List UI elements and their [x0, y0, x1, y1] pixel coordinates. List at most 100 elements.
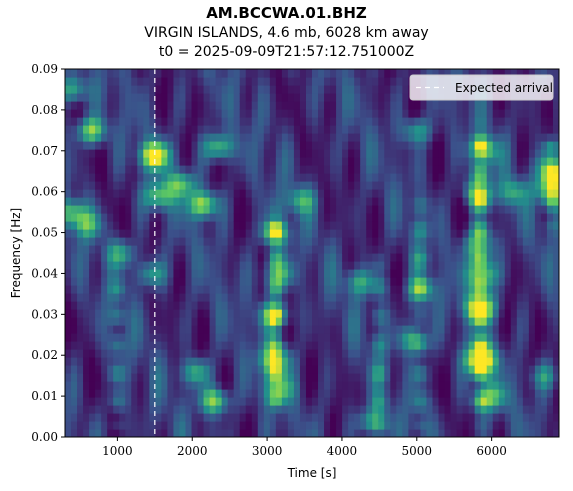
- heatmap-cell: [522, 349, 530, 358]
- heatmap-cell: [239, 77, 247, 86]
- heatmap-cell: [540, 349, 548, 358]
- heatmap-cell: [95, 221, 102, 230]
- heatmap-cell: [143, 173, 150, 182]
- heatmap-cell: [396, 333, 403, 342]
- heatmap-cell: [324, 381, 331, 390]
- heatmap-cell: [191, 221, 199, 230]
- heatmap-cell: [366, 381, 373, 390]
- heatmap-cell: [179, 245, 187, 254]
- heatmap-cell: [173, 293, 181, 302]
- heatmap-cell: [360, 349, 367, 358]
- heatmap-cell: [408, 165, 416, 174]
- heatmap-cell: [227, 93, 235, 102]
- heatmap-cell: [275, 165, 283, 174]
- heatmap-cell: [366, 69, 373, 78]
- heatmap-cell: [215, 237, 223, 246]
- heatmap-cell: [474, 389, 482, 398]
- heatmap-cell: [167, 125, 175, 134]
- heatmap-cell: [233, 293, 241, 302]
- heatmap-cell: [179, 109, 187, 118]
- heatmap-cell: [498, 109, 506, 118]
- heatmap-cell: [161, 229, 169, 238]
- heatmap-cell: [71, 373, 78, 382]
- heatmap-cell: [402, 269, 409, 278]
- heatmap-cell: [504, 285, 512, 294]
- heatmap-cell: [287, 133, 295, 142]
- heatmap-cell: [167, 245, 175, 254]
- heatmap-cell: [462, 245, 470, 254]
- heatmap-cell: [281, 309, 289, 318]
- heatmap-cell: [528, 141, 536, 150]
- heatmap-cell: [534, 141, 542, 150]
- heatmap-cell: [281, 221, 289, 230]
- heatmap-cell: [474, 397, 482, 406]
- heatmap-cell: [95, 429, 102, 437]
- heatmap-cell: [444, 253, 452, 262]
- heatmap-cell: [251, 341, 259, 350]
- heatmap-cell: [522, 117, 530, 126]
- heatmap-cell: [474, 69, 482, 78]
- heatmap-cell: [155, 325, 162, 334]
- heatmap-cell: [113, 285, 120, 294]
- heatmap-cell: [143, 301, 150, 310]
- heatmap-cell: [420, 373, 428, 382]
- heatmap-cell: [239, 125, 247, 134]
- heatmap-cell: [480, 181, 488, 190]
- heatmap-cell: [77, 229, 84, 238]
- heatmap-cell: [173, 389, 181, 398]
- heatmap-cell: [354, 69, 361, 78]
- heatmap-cell: [474, 333, 482, 342]
- heatmap-cell: [83, 405, 90, 414]
- heatmap-cell: [197, 405, 205, 414]
- heatmap-cell: [239, 269, 247, 278]
- heatmap-cell: [101, 397, 108, 406]
- heatmap-cell: [77, 69, 84, 78]
- heatmap-cell: [281, 109, 289, 118]
- heatmap-cell: [173, 253, 181, 262]
- heatmap-cell: [65, 229, 72, 238]
- heatmap-cell: [149, 69, 156, 78]
- heatmap-cell: [348, 189, 355, 198]
- heatmap-cell: [528, 173, 536, 182]
- heatmap-cell: [113, 397, 120, 406]
- heatmap-cell: [366, 253, 373, 262]
- heatmap-cell: [426, 349, 434, 358]
- heatmap-cell: [245, 109, 253, 118]
- heatmap-cell: [89, 237, 96, 246]
- heatmap-cell: [305, 133, 313, 142]
- heatmap-cell: [299, 117, 307, 126]
- heatmap-cell: [318, 109, 325, 118]
- heatmap-cell: [402, 285, 409, 294]
- heatmap-cell: [71, 77, 78, 86]
- heatmap-cell: [384, 141, 391, 150]
- heatmap-cell: [444, 285, 452, 294]
- heatmap-cell: [275, 269, 283, 278]
- heatmap-cell: [432, 429, 440, 437]
- heatmap-cell: [137, 173, 144, 182]
- heatmap-cell: [245, 293, 253, 302]
- heatmap-cell: [366, 133, 373, 142]
- heatmap-cell: [185, 133, 193, 142]
- heatmap-cell: [185, 309, 193, 318]
- heatmap-cell: [137, 261, 144, 270]
- heatmap-cell: [119, 181, 126, 190]
- heatmap-cell: [77, 133, 84, 142]
- heatmap-cell: [444, 173, 452, 182]
- heatmap-cell: [396, 197, 403, 206]
- heatmap-cell: [402, 261, 409, 270]
- heatmap-cell: [101, 229, 108, 238]
- heatmap-cell: [287, 157, 295, 166]
- heatmap-cell: [456, 365, 464, 374]
- heatmap-cell: [366, 341, 373, 350]
- heatmap-cell: [426, 125, 434, 134]
- heatmap-cell: [504, 333, 512, 342]
- heatmap-cell: [342, 165, 349, 174]
- heatmap-cell: [245, 389, 253, 398]
- heatmap-cell: [107, 373, 114, 382]
- heatmap-cell: [245, 405, 253, 414]
- heatmap-cell: [173, 413, 181, 422]
- heatmap-cell: [420, 181, 428, 190]
- heatmap-cell: [125, 277, 132, 286]
- heatmap-cell: [89, 317, 96, 326]
- heatmap-cell: [342, 205, 349, 214]
